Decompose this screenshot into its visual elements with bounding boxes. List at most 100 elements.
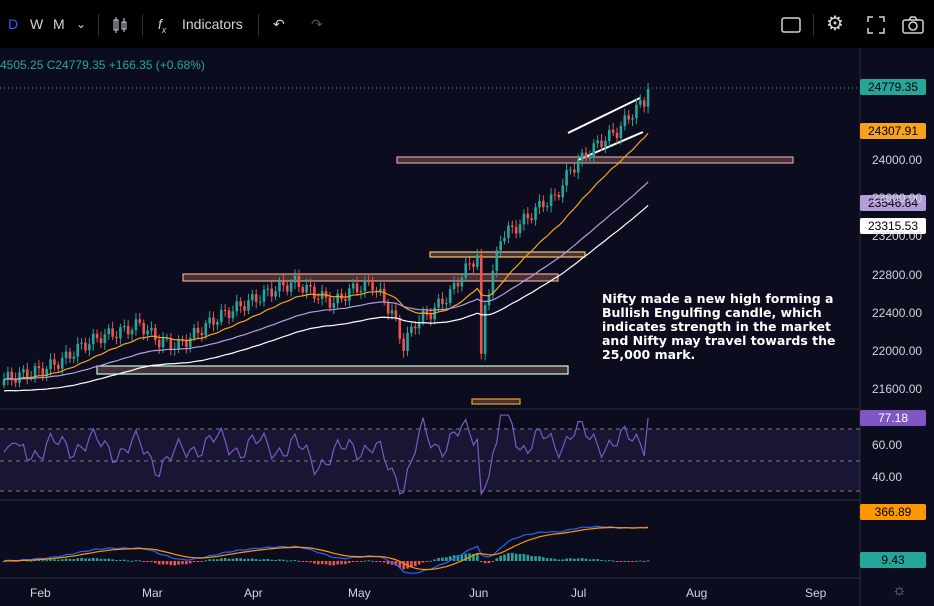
candle-body [611,129,615,133]
macd-hist-bar [464,553,468,561]
candle-body [122,325,126,328]
macd-hist-bar [208,559,211,561]
macd-hist-bar [495,558,499,561]
macd-hist-bar [573,558,576,561]
candles-icon[interactable] [110,0,130,48]
candle-body [549,194,553,206]
macd-hist-bar [363,560,367,562]
rsi-band [0,429,860,491]
interval-m-button[interactable]: M [53,16,65,32]
candle-body [64,351,68,358]
candle-body [514,226,518,234]
macd-value-label: 366.89 [860,504,926,520]
macd-hist-bar [258,559,262,561]
candle-body [177,340,180,349]
candle-body [468,263,471,265]
time-tick-label: Feb [30,586,51,600]
interval-d-button[interactable]: D [8,16,19,32]
macd-hist-bar [507,553,510,561]
candle-body [631,118,634,120]
macd-hist-bar [196,561,200,562]
candle-body [157,339,161,348]
rsi-pane [0,414,860,497]
macd-hist-bar [382,561,386,563]
macd-hist-bar [115,560,118,562]
candle-body [642,100,646,107]
macd-hist-bar [375,561,378,562]
macd-hist-bar [417,561,421,565]
candle-body [460,277,464,287]
macd-hist-bar [530,556,533,561]
camera-icon[interactable] [902,0,924,48]
macd-hist-bar [60,559,64,561]
candle-body [289,282,293,292]
macd-hist-bar [227,558,231,561]
candle-body [41,368,45,377]
candle-body [301,286,305,293]
macd-hist-bar [371,560,374,562]
macd-hist-bar [270,559,274,561]
layout-icon[interactable] [781,0,801,48]
macd-hist-bar [487,561,491,564]
time-tick-label: Sep [805,586,827,600]
level-box [182,273,559,282]
macd-hist-bar [607,560,611,562]
macd-hist-bar [239,558,242,561]
candle-body [386,301,390,314]
macd-hist-bar [320,561,324,565]
candle-body [130,330,134,335]
candle-body [542,200,545,208]
macd-hist-bar [247,558,250,561]
candle-body [413,326,417,329]
macd-hist-bar [332,561,336,566]
macd-hist-bar [425,561,429,562]
macd-hist-bar [45,560,48,562]
candle-body [355,283,359,293]
macd-hist-bar [402,561,405,570]
interval-w-button[interactable]: W [30,16,44,32]
candle-body [336,293,339,304]
candle-body [607,129,611,142]
candle-body [204,323,208,336]
candle-body [530,218,533,221]
candle-body [503,237,506,242]
candle-body [305,284,308,293]
candle-body [588,156,592,159]
candle-body [499,241,502,251]
macd-hist-bar [522,554,526,561]
candle-body [561,185,565,198]
macd-hist-bar [2,561,6,562]
chevron-down-icon[interactable]: ⌄ [76,17,87,31]
macd-hist-bar [421,561,425,563]
macd-hist-bar [150,561,153,563]
candle-body [316,298,320,300]
candle-body [266,288,270,290]
price-chart[interactable] [0,48,934,606]
macd-hist-bar [340,561,343,565]
undo-icon[interactable]: ↶ [273,16,285,32]
macd-hist-bar [146,561,149,562]
last-price-label: 24779.35 [860,79,926,95]
candle-body [545,205,549,208]
macd-hist-bar [619,561,623,562]
candle-body [262,289,266,302]
macd-hist-bar [243,559,246,561]
candle-body [107,328,111,335]
candle-body [60,357,64,369]
fx-icon[interactable]: fx [158,16,167,35]
candle-body [646,89,650,107]
candle-body [398,317,402,339]
candle-body [596,140,599,144]
indicators-button[interactable]: Indicators [182,16,243,32]
candle-body [421,310,425,322]
fullscreen-icon[interactable] [866,0,886,48]
gear-icon[interactable]: ⚙ [826,13,844,35]
settings-icon[interactable]: ☼ [892,582,907,599]
candle-body [192,327,196,339]
redo-icon[interactable]: ↷ [311,16,323,32]
candle-body [25,369,29,379]
macd-hist-bar [235,558,239,561]
divider [98,14,99,36]
macd-hist-bar [460,554,464,561]
macd-hist-bar [631,561,634,562]
